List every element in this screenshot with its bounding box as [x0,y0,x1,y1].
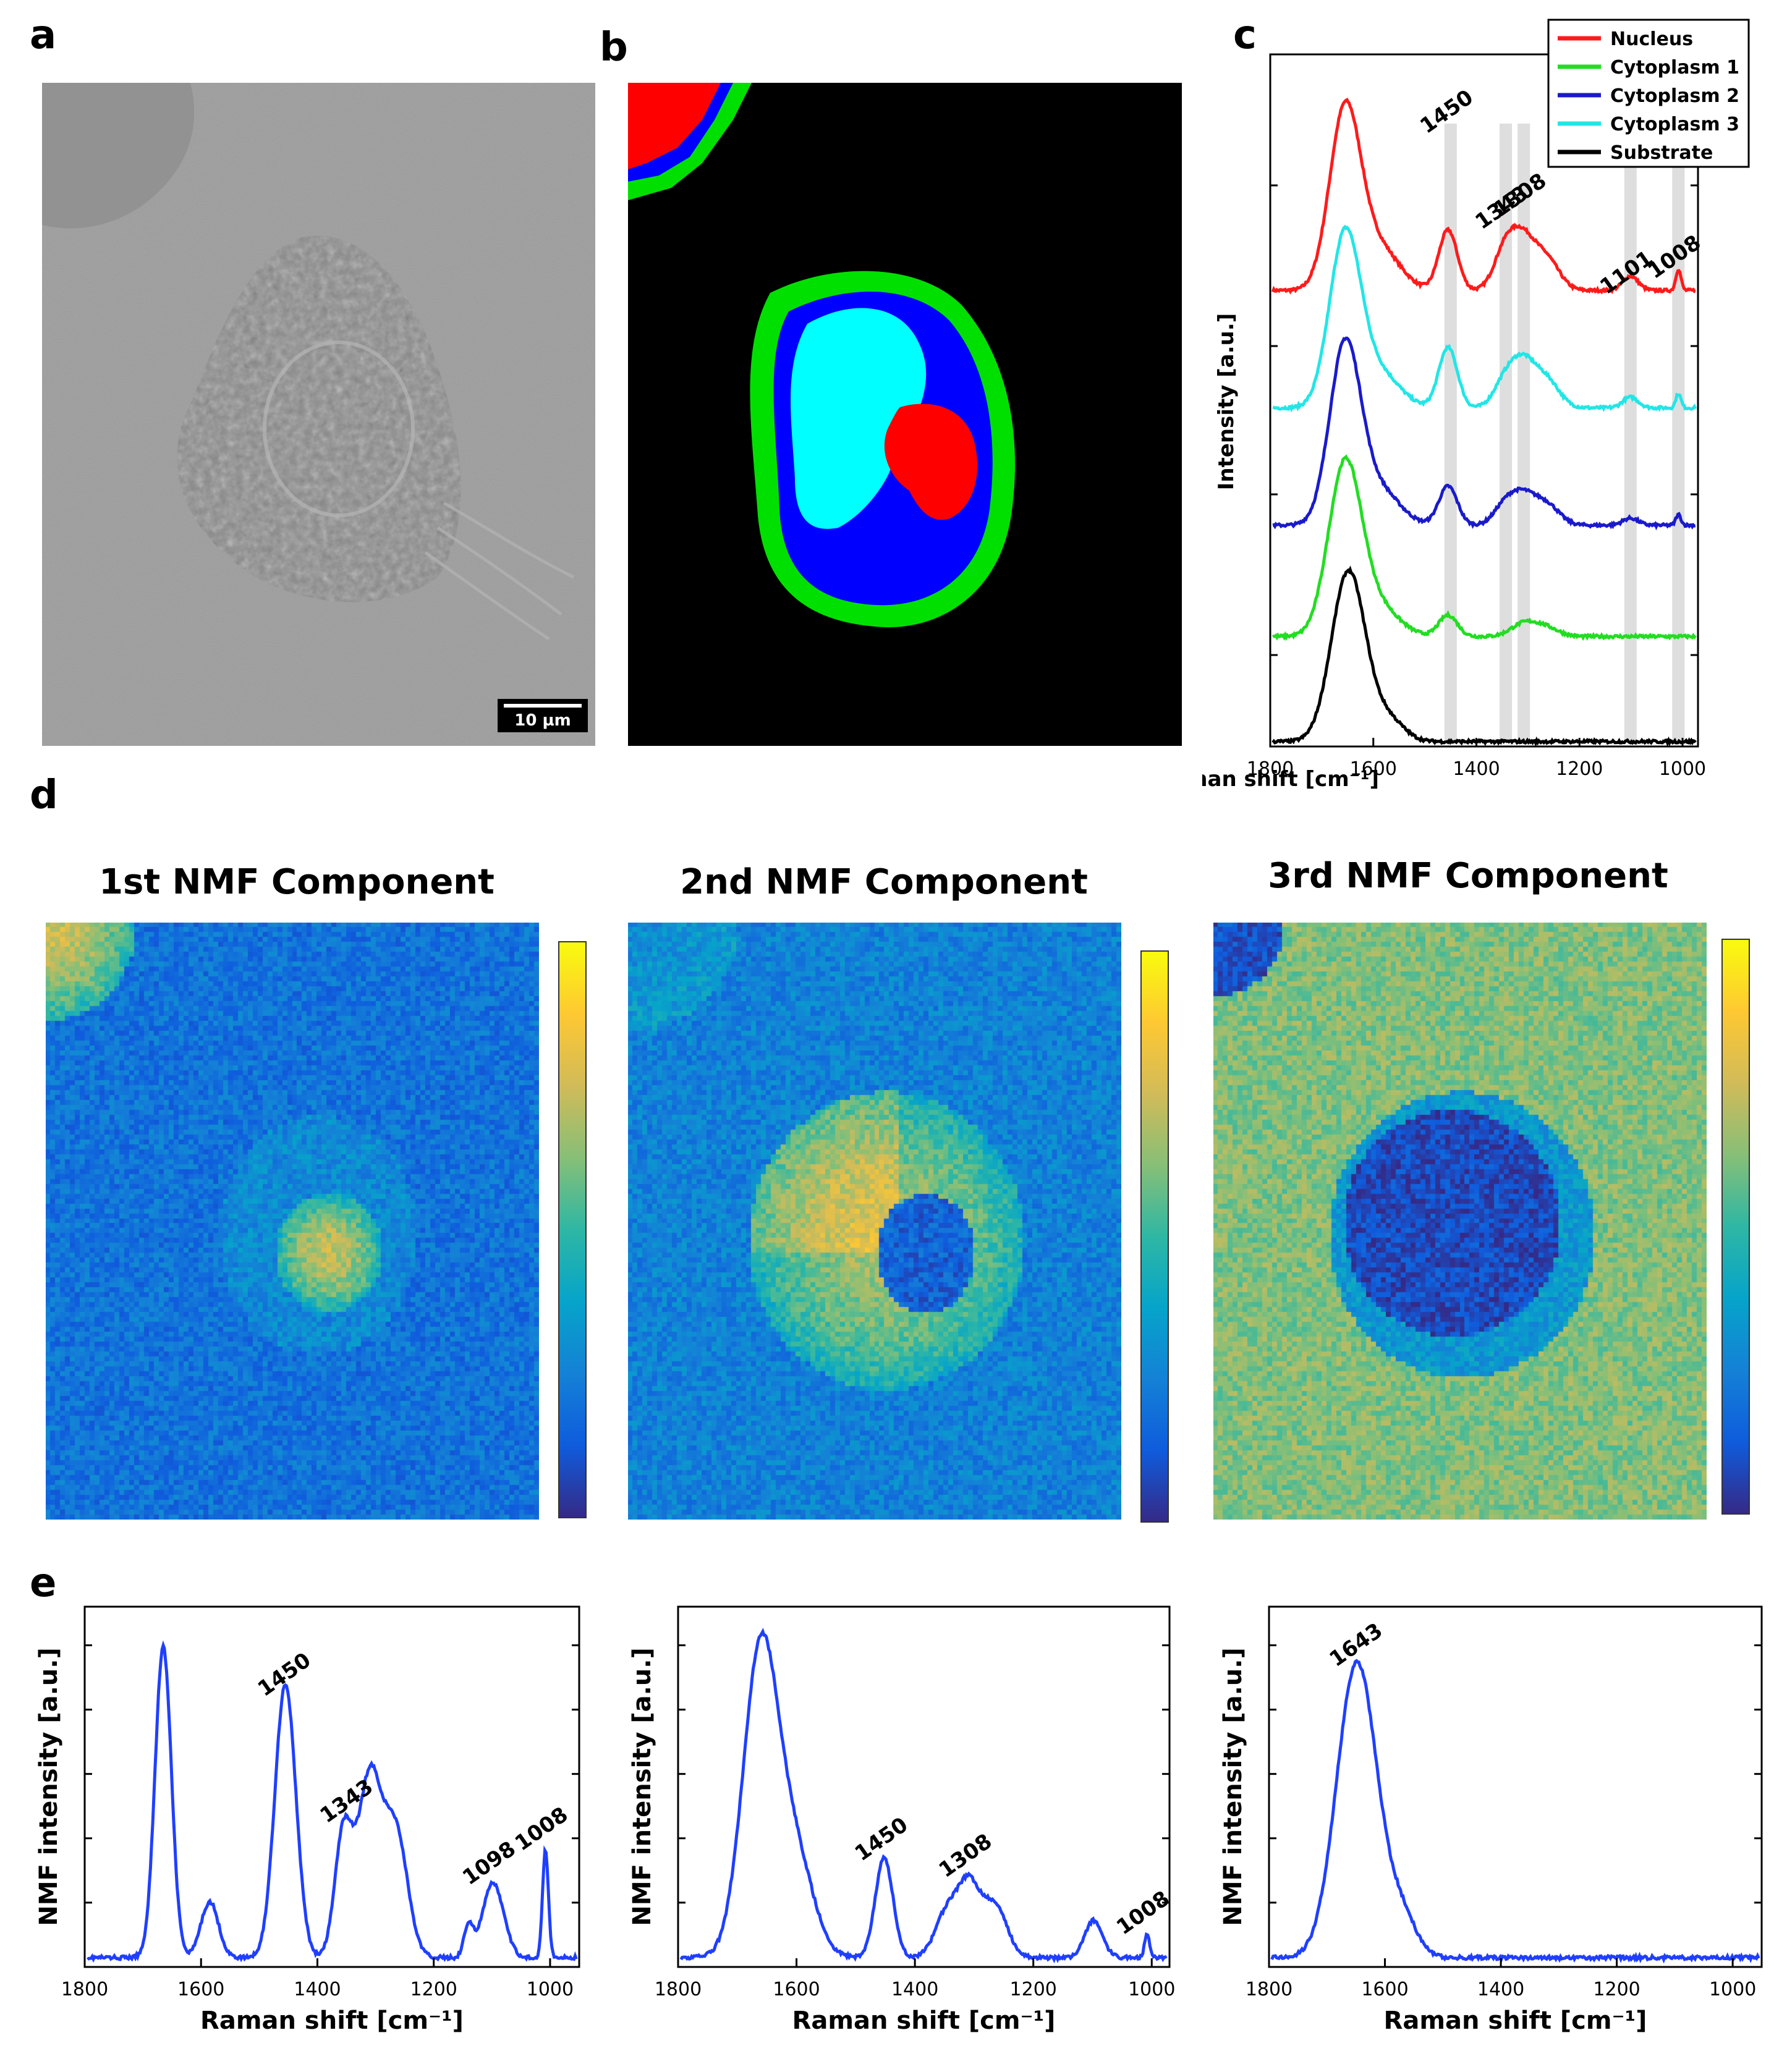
x-tick-label: 1800 [1247,758,1294,780]
x-tick-label: 1400 [891,1979,938,2000]
peak-label-1343: 1343 [316,1774,378,1828]
nmf1-colorbar [558,941,587,1518]
y-axis-label: NMF intensity [a.u.] [35,1647,63,1926]
nmf1-map [46,923,539,1520]
scale-bar-label: 10 µm [514,711,571,730]
peak-band-1343 [1500,124,1513,740]
nmf1-title: 1st NMF Component [99,862,495,902]
brightfield-image: 10 µm [42,83,595,746]
plot-frame [1269,53,1699,748]
y-axis-label: NMF intensity [a.u.] [1219,1647,1247,1926]
cluster-map [628,83,1182,746]
x-tick-label: 1200 [1556,758,1603,780]
x-tick-label: 1000 [527,1979,574,2000]
cell-nucleus [884,404,978,520]
nmf2-title: 2nd NMF Component [680,862,1088,902]
x-axis-label: Raman shift [cm⁻¹] [1202,767,1379,792]
legend-label: Nucleus [1610,28,1693,50]
nmf3-map [1213,923,1707,1520]
peak-band-1450 [1444,124,1457,740]
x-axis-label: Raman shift [cm⁻¹] [792,2006,1056,2035]
nmf3-colorbar [1721,939,1750,1515]
y-axis-label: Intensity [a.u.] [1214,313,1239,491]
peak-label-1008: 1008 [511,1802,572,1856]
x-tick-label: 1600 [773,1979,820,2000]
nucleus-outline [263,340,415,517]
plot-frame [1268,1605,1763,1968]
x-tick-label: 1000 [1128,1979,1175,2000]
corner-nucleus [628,83,721,169]
panel-label-d: d [30,772,58,818]
peak-band-1008 [1672,124,1685,740]
x-tick-label: 1800 [655,1979,702,2000]
x-tick-label: 1000 [1709,1979,1756,2000]
filopodia [424,501,575,641]
series-line-cytoplasm-3 [1272,224,1697,413]
nmf2-colorbar [1140,950,1169,1523]
panel-label-c: c [1233,12,1257,58]
series-line-cytoplasm-1 [1271,454,1697,641]
neighbor-cell [42,83,195,229]
y-axis-label: NMF intensity [a.u.] [628,1647,656,1926]
peak-label-1450: 1450 [851,1812,912,1866]
peak-label-1450: 1450 [253,1648,315,1702]
peak-band-1308 [1517,124,1530,740]
panel-label-a: a [30,12,57,58]
series-line-nucleus [1271,98,1696,295]
nmf-spectrum-line [87,1640,578,1963]
nmf-spectrum-line [1270,1659,1760,1964]
series-line-cytoplasm-2 [1272,336,1696,531]
legend-label: Cytoplasm 2 [1610,85,1739,107]
x-tick-label: 1600 [1350,758,1397,780]
x-tick-label: 1800 [1246,1979,1292,2000]
x-tick-label: 1200 [410,1979,457,2000]
x-tick-label: 1800 [61,1979,108,2000]
scale-bar [504,704,582,708]
legend-label: Cytoplasm 3 [1610,114,1739,135]
nmf2-map [628,923,1121,1520]
plot-frame [83,1605,580,1968]
legend: Nucleus Cytoplasm 1 Cytoplasm 2 Cytoplasm 3… [1547,19,1750,168]
x-axis-label: Raman shift [cm⁻¹] [200,2006,464,2035]
x-tick-label: 1600 [177,1979,224,2000]
peak-label-1008: 1008 [1112,1886,1174,1940]
x-tick-label: 1400 [294,1979,341,2000]
x-axis-label: Raman shift [cm⁻¹] [1384,2006,1647,2035]
x-tick-label: 1000 [1659,758,1706,780]
panel-label-e: e [30,1560,57,1606]
x-tick-label: 1200 [1593,1979,1640,2000]
x-tick-label: 1400 [1453,758,1500,780]
peak-label-1098: 1098 [458,1837,520,1890]
plot-frame [677,1605,1171,1968]
nmf3-title: 3rd NMF Component [1268,856,1668,896]
legend-label: Cytoplasm 1 [1610,57,1739,78]
x-tick-label: 1200 [1010,1979,1057,2000]
average-spectra-chart: 1800 1600 1400 1200 1000 1450134313081101100… [1202,19,1750,792]
nmf-spectrum-line [679,1628,1168,1964]
peak-band-1101 [1624,124,1637,740]
series-line-substrate [1271,565,1697,747]
legend-label: Substrate [1610,142,1713,164]
cell-cytoplasm3 [791,308,927,529]
x-tick-label: 1600 [1361,1979,1408,2000]
x-tick-label: 1400 [1477,1979,1524,2000]
panel-label-b: b [600,25,628,70]
